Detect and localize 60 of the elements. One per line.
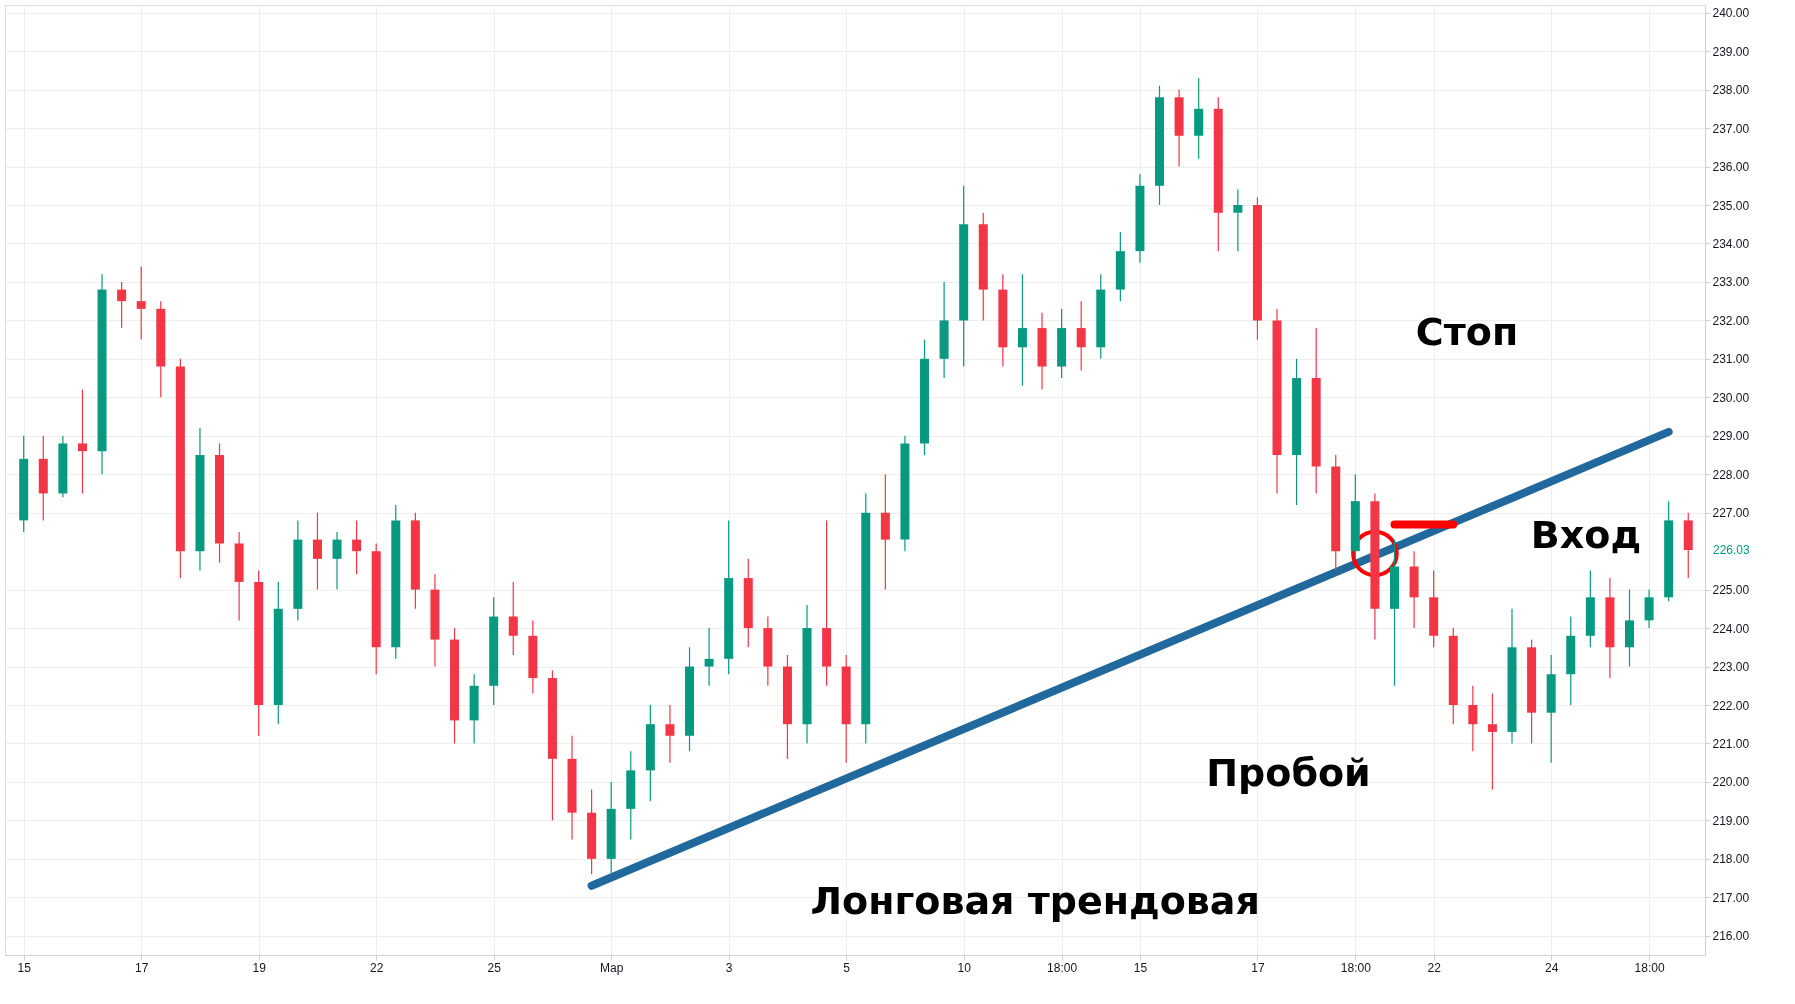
x-tick-label: 15 <box>1133 960 1148 975</box>
candlestick <box>352 519 362 575</box>
y-tick-label: 224.00 <box>1712 621 1750 636</box>
x-tick-label: 10 <box>957 960 972 975</box>
annotation: Вход <box>1530 513 1642 557</box>
y-tick-label: 231.00 <box>1712 352 1750 367</box>
candlestick <box>1644 589 1654 629</box>
x-tick-label: 15 <box>17 960 32 975</box>
candlestick <box>508 581 518 656</box>
y-tick-label: 229.00 <box>1712 429 1750 444</box>
x-tick-label: 22 <box>370 960 384 975</box>
y-tick-label: 238.00 <box>1712 83 1750 98</box>
x-tick-label: 5 <box>843 960 851 975</box>
candlestick <box>136 265 146 341</box>
x-tick-label: 24 <box>1544 960 1559 975</box>
y-tick-label: 228.00 <box>1712 467 1750 482</box>
y-tick-label: 232.00 <box>1712 313 1750 328</box>
x-tick-label: 18:00 <box>1340 960 1372 975</box>
text: 226.03 <box>1713 543 1751 557</box>
x-tick-label: 19 <box>252 960 267 975</box>
y-tick-label: 240.00 <box>1712 6 1750 21</box>
candlestick <box>332 531 342 591</box>
y-tick-label: 222.00 <box>1712 698 1750 713</box>
y-tick-label: 218.00 <box>1712 852 1750 867</box>
x-tick-label: 25 <box>487 960 502 975</box>
y-tick-label: 230.00 <box>1712 390 1750 405</box>
candlestick <box>1076 300 1086 371</box>
y-tick-label: 237.00 <box>1712 121 1750 136</box>
x-tick-label: Мар <box>599 960 624 975</box>
y-tick-label: 220.00 <box>1712 775 1750 790</box>
x-tick-label: 18:00 <box>1634 960 1665 975</box>
y-tick-label: 223.00 <box>1712 660 1750 675</box>
y-tick-label: 235.00 <box>1712 198 1750 213</box>
candlestick <box>704 627 714 687</box>
y-tick-label: 239.00 <box>1712 44 1750 59</box>
x-tick-label: 17 <box>135 960 149 975</box>
y-tick-label: 219.00 <box>1712 813 1750 828</box>
y-tick-label: 227.00 <box>1712 506 1750 521</box>
y-tick-label: 233.00 <box>1712 275 1750 290</box>
y-tick-label: 234.00 <box>1712 236 1750 251</box>
candlestick <box>117 281 127 329</box>
candlestick <box>1468 685 1478 752</box>
x-tick-label: 17 <box>1251 960 1265 975</box>
x-tick-label: 3 <box>725 960 733 975</box>
candlestick <box>1233 189 1243 252</box>
x-tick-label: 22 <box>1427 960 1442 975</box>
annotation: Пробой <box>1206 750 1371 795</box>
y-tick-label: 221.00 <box>1712 736 1750 751</box>
candlestick <box>312 512 322 591</box>
x-tick-label: 18:00 <box>1047 960 1078 975</box>
candlestick <box>77 389 87 495</box>
annotation: Лонговая трендовая <box>810 878 1260 923</box>
candlestick <box>1487 692 1497 791</box>
y-tick-label: 216.00 <box>1712 929 1750 944</box>
candlestick <box>665 704 675 764</box>
annotation: Стоп <box>1415 309 1519 354</box>
y-tick-label: 225.00 <box>1712 583 1750 598</box>
candlestick <box>1017 273 1027 387</box>
y-tick-label: 236.00 <box>1712 160 1750 175</box>
y-tick-label: 217.00 <box>1712 890 1750 905</box>
